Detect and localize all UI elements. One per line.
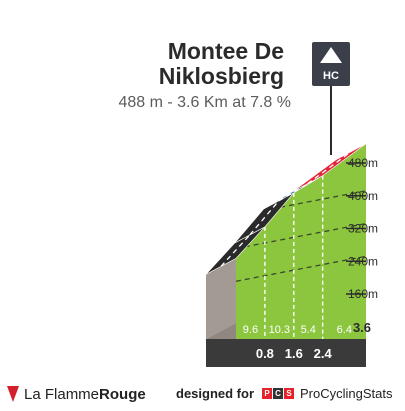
km-marker-label: 2.4	[314, 346, 333, 361]
footer-brand: La FlammeRouge	[6, 384, 146, 404]
pcs-logo-icon: P C S	[262, 388, 295, 399]
road-center-line	[220, 234, 251, 267]
road-center-line	[249, 200, 280, 236]
pcs-logo-letter: P	[262, 388, 273, 399]
y-tick-label: 160m	[348, 287, 378, 301]
profile-area	[236, 143, 366, 339]
y-tick-label: 320m	[348, 222, 378, 236]
profile-side-face	[206, 258, 236, 339]
segment-gradient-label: 5.4	[301, 324, 316, 336]
profile-base	[206, 339, 366, 367]
grid-line	[236, 255, 366, 282]
flame-rouge-logo-icon	[7, 386, 19, 402]
category-badge-text: HC	[323, 70, 339, 82]
mountain-icon	[320, 47, 342, 63]
km-marker-label: 1.6	[285, 346, 303, 361]
profile-base-corner	[206, 323, 236, 339]
credit-name: ProCyclingStats	[300, 386, 393, 401]
segment-gradient-label: 10.3	[269, 324, 290, 336]
pcs-logo-letter: S	[284, 388, 295, 399]
brand-name-suffix: Rouge	[99, 385, 146, 403]
grid-line	[236, 222, 366, 250]
brand-name: La FlammeRouge	[24, 386, 146, 403]
y-tick-label: 400m	[348, 189, 378, 203]
km-marker-label: 0.8	[256, 346, 274, 361]
climb-title-line-1: Montee De	[167, 38, 284, 64]
segment-gradient-label: 6.4	[337, 324, 352, 336]
pcs-logo-letter: C	[273, 388, 284, 399]
category-badge-box	[312, 42, 350, 86]
y-tick-label: 480m	[348, 156, 378, 170]
climb-subtitle: 488 m - 3.6 Km at 7.8 %	[118, 94, 291, 111]
y-tick-label: 240m	[348, 254, 378, 268]
brand-name-prefix: La Flamme	[24, 385, 100, 403]
footer-credit: designed for P C S ProCyclingStats	[176, 386, 393, 401]
climb-title-line-2: Niklosbierg	[158, 63, 284, 89]
segment-gradient-label: 9.6	[243, 324, 258, 336]
road-segment	[292, 143, 367, 192]
distance-end-label: 3.6	[353, 320, 371, 335]
credit-prefix: designed for	[176, 386, 255, 401]
